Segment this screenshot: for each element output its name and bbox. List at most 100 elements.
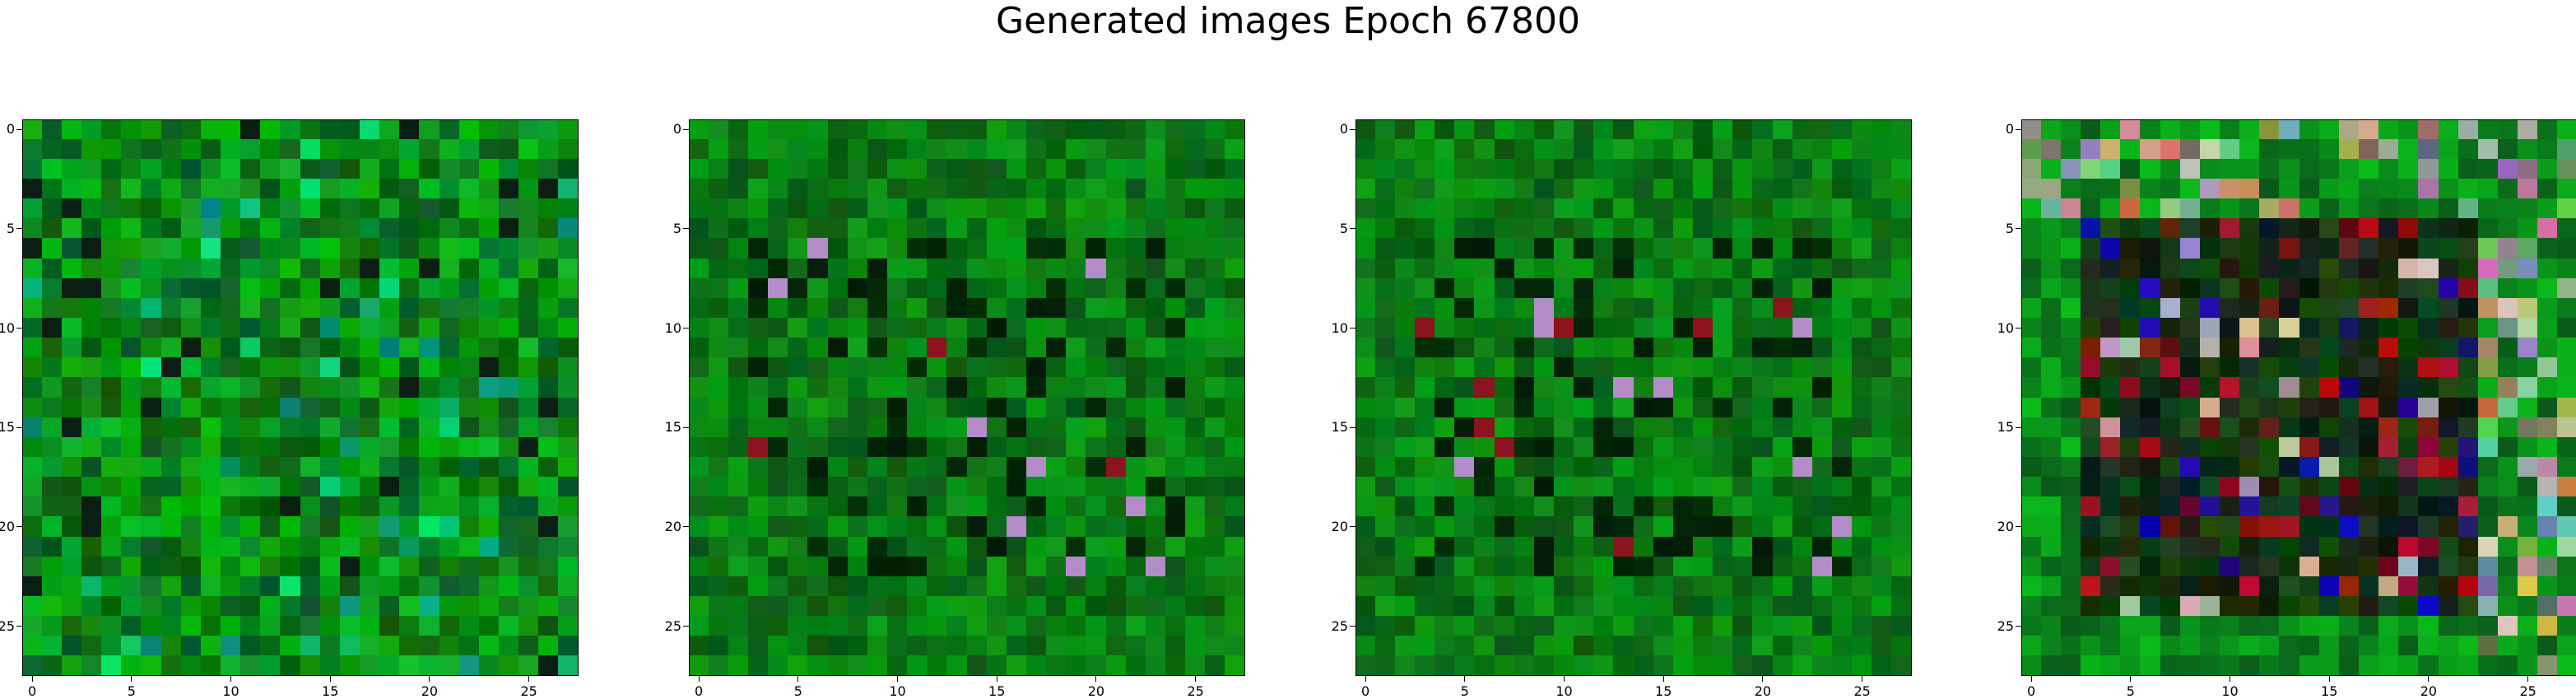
y-tick-mark [16, 626, 22, 627]
x-tick-mark [2030, 676, 2032, 682]
y-tick-label: 0 [6, 121, 15, 137]
y-tick-mark [1350, 626, 1355, 627]
x-tick-mark [131, 676, 133, 682]
y-tick-label: 15 [1997, 419, 2014, 436]
image-panel-4: 0 5 10 15 20 25 0 5 10 15 20 25 [1997, 119, 2576, 699]
x-tick-mark [2527, 676, 2529, 682]
y-tick-label: 10 [1331, 319, 1348, 336]
x-tick-mark [2328, 676, 2330, 682]
y-tick-label: 20 [664, 518, 681, 534]
x-tick-label: 5 [793, 683, 802, 699]
y-tick-mark [16, 426, 22, 428]
x-tick-mark [31, 676, 33, 682]
x-tick-label: 0 [27, 683, 37, 699]
x-tick-mark [1662, 676, 1664, 682]
y-tick-mark [1350, 526, 1355, 528]
y-tick-label: 0 [2005, 121, 2014, 137]
image-panel-3: 0 5 10 15 20 25 0 5 10 15 20 25 [1332, 119, 1912, 699]
x-tick-label: 5 [127, 683, 136, 699]
x-tick-mark [698, 676, 700, 682]
y-tick-label: 25 [664, 617, 681, 634]
y-tick-label: 10 [1997, 319, 2014, 336]
y-tick-mark [683, 626, 689, 627]
x-tick-label: 20 [1087, 683, 1105, 699]
x-tick-mark [897, 676, 898, 682]
y-tick-mark [1350, 228, 1355, 230]
y-tick-label: 0 [1339, 121, 1348, 137]
x-tick-label: 0 [694, 683, 704, 699]
y-tick-label: 0 [672, 121, 681, 137]
x-tick-label: 0 [1360, 683, 1370, 699]
y-tick-label: 20 [1331, 518, 1348, 534]
image-pixels [689, 119, 1245, 676]
x-tick-label: 20 [1754, 683, 1772, 699]
y-tick-mark [2016, 128, 2021, 130]
y-tick-mark [2016, 228, 2021, 230]
y-tick-label: 15 [1331, 419, 1348, 436]
y-tick-mark [1350, 426, 1355, 428]
x-tick-label: 20 [421, 683, 439, 699]
x-tick-label: 10 [1555, 683, 1573, 699]
x-tick-mark [1365, 676, 1366, 682]
y-tick-mark [2016, 626, 2021, 627]
x-tick-mark [2428, 676, 2430, 682]
x-tick-label: 20 [2420, 683, 2438, 699]
y-tick-label: 5 [2005, 220, 2014, 236]
y-tick-mark [2016, 328, 2021, 329]
y-tick-mark [683, 128, 689, 130]
x-tick-label: 10 [222, 683, 239, 699]
image-pixels [22, 119, 579, 676]
x-tick-mark [528, 676, 530, 682]
y-tick-mark [2016, 526, 2021, 528]
y-tick-label: 15 [0, 419, 15, 436]
x-tick-mark [329, 676, 331, 682]
y-tick-mark [16, 128, 22, 130]
figure-title: Generated images Epoch 67800 [995, 0, 1581, 42]
x-tick-label: 15 [1655, 683, 1672, 699]
x-tick-label: 15 [2321, 683, 2338, 699]
y-tick-label: 25 [0, 617, 15, 634]
y-tick-mark [683, 526, 689, 528]
y-tick-mark [1350, 128, 1355, 130]
x-tick-label: 5 [1460, 683, 1469, 699]
y-tick-label: 25 [1331, 617, 1348, 634]
x-tick-label: 25 [1853, 683, 1871, 699]
y-tick-mark [683, 328, 689, 329]
x-tick-mark [1762, 676, 1764, 682]
y-tick-mark [2016, 426, 2021, 428]
x-tick-mark [429, 676, 430, 682]
x-tick-mark [2130, 676, 2132, 682]
x-tick-mark [1095, 676, 1097, 682]
x-tick-label: 0 [2026, 683, 2036, 699]
y-tick-mark [16, 228, 22, 230]
image-panel-1: 0 5 10 15 20 25 0 5 10 15 20 25 [0, 119, 579, 699]
y-tick-label: 25 [1997, 617, 2014, 634]
x-tick-mark [1195, 676, 1197, 682]
y-tick-label: 20 [1997, 518, 2014, 534]
image-panel-2: 0 5 10 15 20 25 0 5 10 15 20 25 [665, 119, 1245, 699]
x-tick-mark [1564, 676, 1565, 682]
y-tick-label: 10 [0, 319, 15, 336]
x-tick-label: 15 [988, 683, 1006, 699]
x-tick-label: 10 [2221, 683, 2239, 699]
x-tick-mark [797, 676, 799, 682]
y-tick-mark [16, 526, 22, 528]
y-tick-mark [683, 426, 689, 428]
y-tick-mark [683, 228, 689, 230]
y-tick-label: 5 [1339, 220, 1348, 236]
x-tick-label: 25 [1187, 683, 1204, 699]
x-tick-label: 5 [2126, 683, 2135, 699]
x-tick-label: 10 [889, 683, 906, 699]
y-tick-label: 5 [672, 220, 681, 236]
y-tick-label: 15 [664, 419, 681, 436]
x-tick-label: 25 [2519, 683, 2536, 699]
image-pixels [2021, 119, 2576, 676]
y-tick-mark [1350, 328, 1355, 329]
y-tick-label: 20 [0, 518, 15, 534]
y-tick-mark [16, 328, 22, 329]
y-tick-label: 10 [664, 319, 681, 336]
x-tick-label: 25 [520, 683, 537, 699]
x-tick-mark [230, 676, 231, 682]
x-tick-label: 15 [322, 683, 339, 699]
y-tick-label: 5 [6, 220, 15, 236]
